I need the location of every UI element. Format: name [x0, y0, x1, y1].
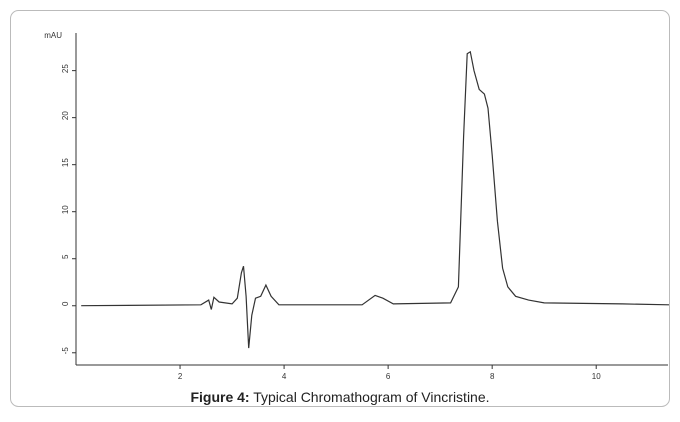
- y-axis-label: mAU: [44, 31, 62, 40]
- x-tick-label: 2: [178, 372, 183, 381]
- x-tick-label: 6: [386, 372, 391, 381]
- frame: [10, 10, 670, 407]
- y-tick-label: -5: [61, 347, 70, 355]
- x-tick-label: 4: [282, 372, 287, 381]
- caption-text: Typical Chromathogram of Vincristine.: [250, 389, 490, 405]
- caption-label: Figure 4:: [190, 389, 249, 405]
- caption: Figure 4: Typical Chromathogram of Vincr…: [190, 389, 489, 405]
- y-tick-label: 25: [61, 64, 70, 73]
- y-tick-label: 0: [61, 301, 70, 306]
- y-tick-label: 20: [61, 111, 70, 120]
- x-tick-label: 10: [592, 372, 601, 381]
- y-tick-label: 10: [61, 205, 70, 214]
- x-tick-label: 8: [490, 372, 495, 381]
- line-series: [81, 50, 670, 349]
- y-tick-label: 5: [61, 254, 70, 259]
- y-tick-label: 15: [61, 158, 70, 167]
